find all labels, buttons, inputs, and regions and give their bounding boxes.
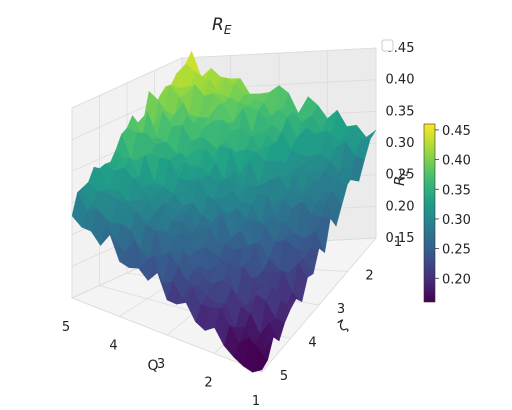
colorbar-tick-label: 0.35 [442,183,471,198]
chart-title: RE [212,15,232,37]
surface-mesh [71,50,377,373]
z-axis-label: RE [392,169,411,186]
colorbar-tick-label: 0.45 [442,124,471,139]
grid-zeta-floor [71,297,263,373]
z-tick-label: 0.30 [386,136,415,151]
colorbar: 0.20 0.25 0.30 0.35 0.40 0.45 [423,123,471,303]
z-tick-label: 0.25 [386,168,415,183]
z-tick-label: 0.40 [386,73,415,88]
z-tick-label: 0.20 [386,199,415,214]
y-tick-label: 2 [365,269,373,284]
x-tick-label: 4 [109,339,117,354]
colorbar-tick-label: 0.25 [442,243,471,258]
y-tick-label: 4 [308,336,316,351]
colorbar-tick-label: 0.20 [442,272,471,287]
colorbar-gradient [423,123,436,303]
colorbar-tick-label: 0.40 [442,154,471,169]
y-axis-label: ζ [336,318,351,336]
axis-labels: 54321123450.150.200.250.300.350.400.45Qζ… [62,41,415,409]
x-tick-label: 3 [157,357,165,372]
x-axis-label: Q [147,358,158,374]
legend-box [381,39,394,52]
y-tick-label: 1 [394,235,402,250]
x-tick-label: 2 [204,376,212,391]
z-tick-label: 0.35 [386,104,415,119]
colorbar-tick-label: 0.30 [442,213,471,228]
y-tick-label: 5 [280,369,288,384]
surface-patch [252,348,268,373]
x-tick-label: 5 [62,320,70,335]
z-tick-label: 0.15 [386,231,415,246]
y-tick-label: 3 [337,302,345,317]
x-tick-label: 1 [252,394,260,409]
